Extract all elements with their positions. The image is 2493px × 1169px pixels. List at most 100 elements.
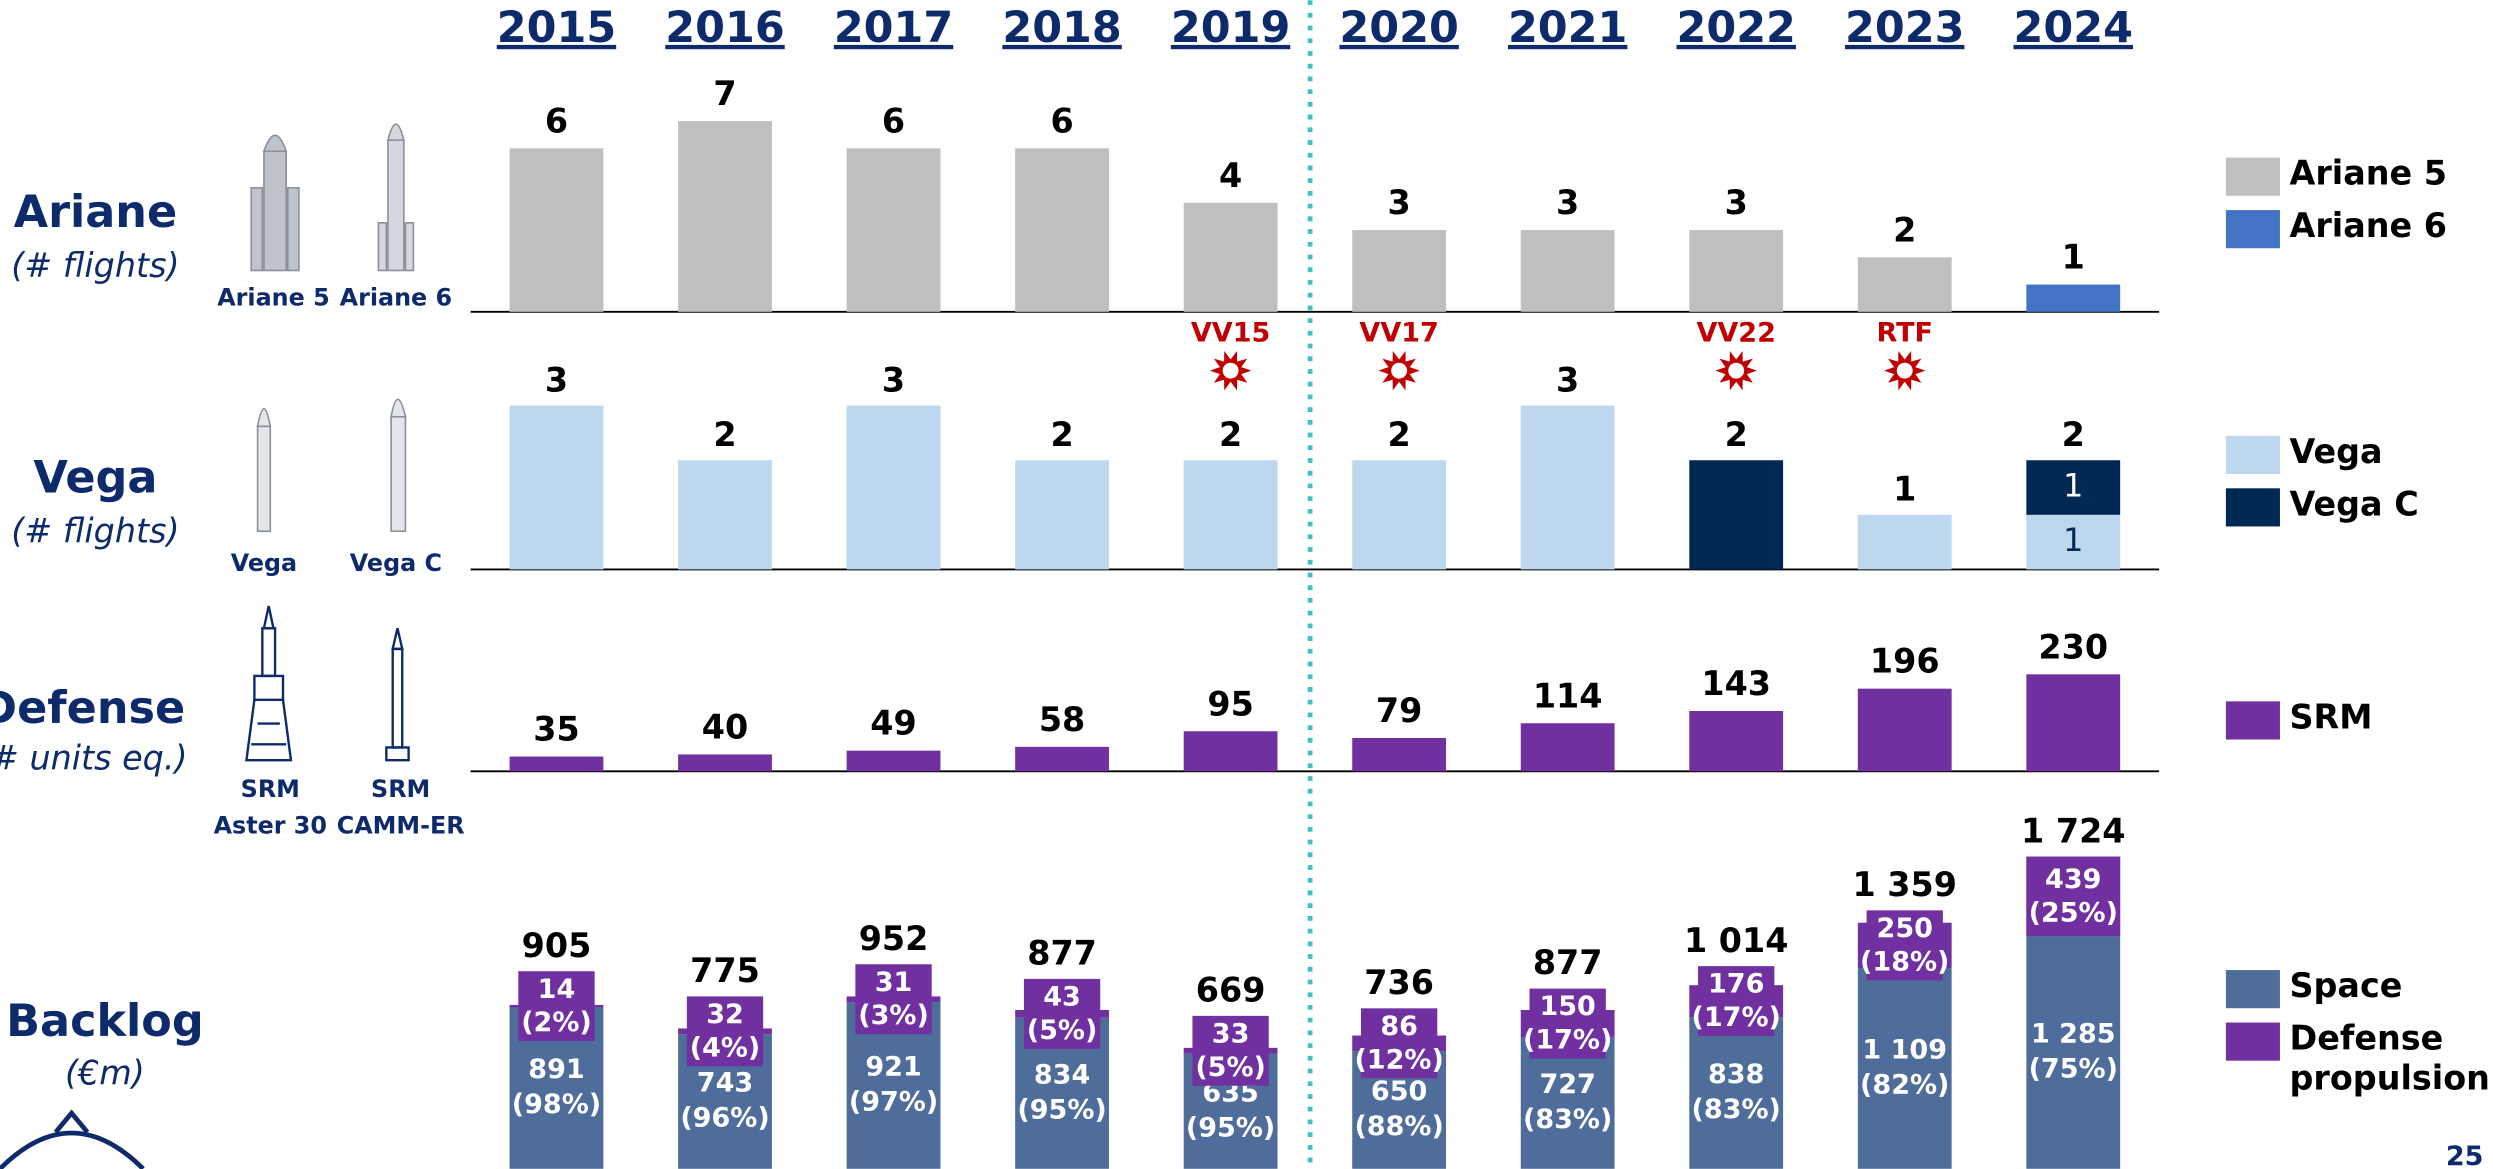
total-label: 3 (545, 360, 568, 399)
segment-label-box (2026, 856, 2121, 937)
bar (846, 148, 941, 312)
total-label: 2 (2062, 415, 2085, 454)
value-label: 196 (1870, 642, 1940, 681)
row-subtitle: (# flights) (11, 246, 179, 285)
row-subtitle: (# units eq.) (0, 739, 187, 778)
legend-swatch (2225, 701, 2280, 740)
legend-entry: SRM (2289, 698, 2373, 737)
segment-label-box (686, 996, 764, 1067)
legend-entry: Ariane 6 (2289, 207, 2447, 245)
row-title: Vega (33, 452, 157, 503)
value-label: 6 (545, 101, 568, 140)
value-label: 3 (1388, 183, 1411, 222)
missile-camm (385, 627, 410, 762)
vehicle-label: Vega C (350, 549, 442, 577)
segment-label: 86 (1380, 1011, 1418, 1042)
bar (509, 756, 604, 772)
bar-segment (1857, 967, 1952, 1169)
vehicle-label: SRM (371, 775, 430, 803)
bar-segment (846, 405, 941, 570)
rocket-vega-c (390, 398, 407, 533)
segment-label-box (1866, 910, 1943, 981)
legend-entry: Defense propulsion (2289, 1019, 2489, 1098)
total-label: 775 (690, 951, 760, 990)
value-label: 114 (1533, 676, 1603, 715)
legend-swatch (2225, 488, 2280, 527)
bar (1183, 202, 1278, 312)
segment-label: 1 285 (2031, 1018, 2116, 1049)
bar-segment (1183, 460, 1278, 570)
bar-segment (2026, 514, 2121, 570)
value-label: 2 (1893, 210, 1916, 249)
segment-label: 33 (1212, 1018, 1250, 1049)
vehicle-label: CAMM-ER (337, 811, 465, 839)
legend-label: Vega C (2289, 485, 2419, 524)
total-label: 2 (1725, 415, 1748, 454)
segment-percent: (98%) (512, 1089, 601, 1120)
missile-aster (245, 605, 293, 762)
legend-entry: Space (2289, 966, 2403, 1006)
page-number: 25 (2446, 1141, 2484, 1169)
bar (1015, 148, 1109, 312)
segment-percent: (83%) (1523, 1104, 1612, 1135)
value-label: 49 (870, 704, 916, 743)
value-label: 3 (1725, 183, 1748, 222)
legend-label: Space (2289, 966, 2403, 1006)
bar (1857, 257, 1952, 312)
failure-icon-core (1728, 362, 1745, 379)
segment-percent: (18%) (1860, 946, 1949, 977)
bar (1689, 711, 1784, 772)
segment-percent: (82%) (1860, 1069, 1949, 1100)
rocket-ariane6 (377, 123, 415, 272)
legend-label: Defense propulsion (2289, 1019, 2489, 1098)
year-label: 2016 (665, 3, 784, 53)
legend-entry: Vega C (2289, 485, 2419, 524)
year-label: 2021 (1508, 3, 1627, 53)
segment-percent: (3%) (858, 1000, 929, 1031)
legend-swatch (2225, 1022, 2280, 1061)
total-label: 905 (522, 926, 592, 965)
bar (846, 750, 941, 772)
year-label: 2024 (2014, 3, 2133, 53)
segment-percent: (2%) (521, 1007, 592, 1038)
segment-label-box (1360, 1008, 1438, 1079)
total-label: 2 (1388, 415, 1411, 454)
segment-label: 1 109 (1862, 1034, 1947, 1065)
row-title: Backlog (6, 996, 204, 1047)
segment-percent: (97%) (849, 1086, 938, 1117)
vehicle-label: Aster 30 (214, 811, 327, 839)
total-label: 3 (882, 360, 905, 399)
total-label: 2 (1050, 415, 1073, 454)
bar (1857, 688, 1952, 772)
failure-icon-core (1391, 362, 1408, 379)
segment-label: 727 (1539, 1069, 1595, 1100)
event-label: VV15 (1191, 318, 1270, 349)
segment-percent: (12%) (1354, 1044, 1443, 1075)
vehicle-label: Ariane 6 (340, 284, 452, 312)
bar (1352, 738, 1447, 772)
bar (1520, 723, 1615, 772)
year-label: 2022 (1676, 3, 1795, 53)
segment-label: 743 (697, 1068, 753, 1099)
segment-label: 834 (1034, 1059, 1090, 1090)
bar-segment (678, 460, 772, 570)
segment-percent: (4%) (690, 1032, 761, 1063)
year-label: 2017 (834, 3, 953, 53)
value-label: 40 (702, 708, 748, 747)
bar-segment (1689, 1017, 1784, 1169)
bar (509, 148, 604, 312)
total-label: 1 359 (1852, 865, 1957, 904)
row-title: Ariane (14, 187, 178, 238)
rocket-vega (256, 408, 272, 533)
row-subtitle: (# flights) (11, 511, 179, 550)
legend-entry: Ariane 5 (2289, 154, 2447, 192)
year-label: 2018 (1002, 3, 1121, 53)
value-label: 6 (1050, 101, 1073, 140)
segment-percent: (83%) (1692, 1094, 1781, 1125)
value-label: 6 (882, 101, 905, 140)
bar (2026, 284, 2121, 312)
segment-label: 1 (2063, 522, 2083, 559)
legend-label: SRM (2289, 698, 2373, 737)
segment-label: 439 (2045, 864, 2101, 895)
